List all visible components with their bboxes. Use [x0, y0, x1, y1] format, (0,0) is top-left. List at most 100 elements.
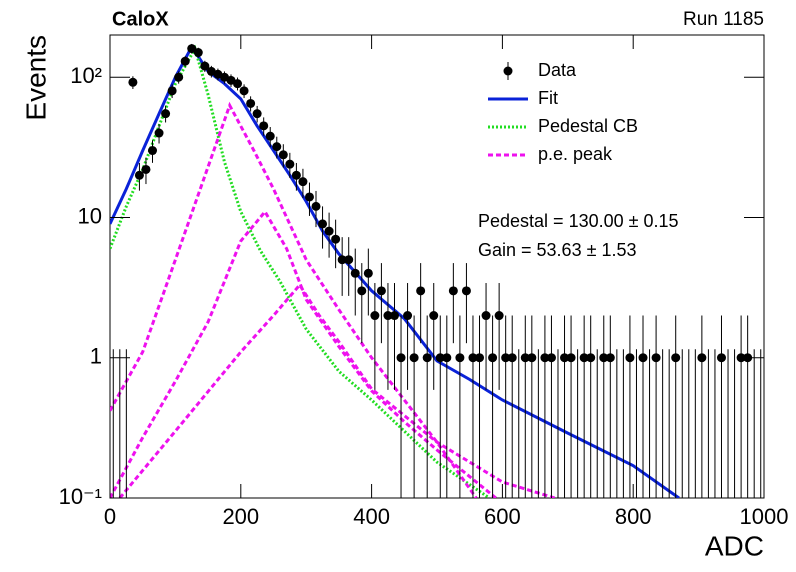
data-point: [252, 109, 262, 119]
y-tick-label: 1: [90, 344, 102, 369]
data-point: [507, 353, 517, 363]
data-point: [350, 268, 360, 278]
data-point: [128, 77, 138, 87]
data-point: [193, 48, 203, 58]
data-point: [481, 311, 491, 321]
x-tick-label: 1000: [740, 504, 789, 529]
data-point: [154, 128, 164, 138]
chart-subtitle: Run 1185: [683, 9, 764, 30]
annotation: Gain = 53.63 ± 1.53: [478, 240, 637, 260]
plot-frame: [109, 34, 765, 499]
data-point: [298, 177, 308, 187]
fit-curve: [118, 282, 556, 498]
y-tick-label: 10⁻¹: [59, 484, 102, 509]
data-point: [540, 353, 550, 363]
fit-curve: [110, 44, 491, 498]
data-point: [344, 255, 354, 265]
fit-curve: [110, 43, 680, 498]
data-point: [475, 353, 485, 363]
y-tick-label: 10²: [70, 63, 102, 88]
data-point: [304, 192, 314, 202]
data-point: [200, 61, 210, 71]
data-point: [370, 311, 380, 321]
data-point: [141, 164, 151, 174]
legend-label: Data: [538, 60, 577, 80]
data-point: [429, 311, 439, 321]
data-point: [324, 226, 334, 236]
data-point: [161, 109, 171, 119]
x-tick-label: 600: [484, 504, 521, 529]
data-point: [403, 311, 413, 321]
x-axis-label: ADC: [705, 530, 764, 561]
data-point: [180, 56, 190, 66]
data-point: [560, 353, 570, 363]
chart-title: CaloX: [112, 8, 169, 30]
data-point: [435, 353, 445, 363]
plot-area: [110, 43, 762, 498]
data-point: [318, 219, 328, 229]
y-tick-label: 10: [78, 203, 102, 228]
data-point: [187, 44, 197, 54]
x-tick-label: 0: [104, 504, 116, 529]
data-point: [422, 353, 432, 363]
data-point: [671, 353, 681, 363]
legend-symbol: [503, 66, 513, 76]
data-point: [605, 353, 615, 363]
data-point: [337, 255, 347, 265]
data-point: [246, 98, 256, 108]
data-point: [461, 286, 471, 296]
data-point: [586, 353, 596, 363]
data-point: [239, 86, 249, 96]
data-point: [272, 142, 282, 152]
data-point: [311, 201, 321, 211]
data-point: [363, 268, 373, 278]
data-point: [265, 131, 275, 141]
data-point: [148, 146, 158, 156]
legend-label: Pedestal CB: [538, 116, 638, 136]
x-tick-label: 400: [353, 504, 390, 529]
data-point: [134, 170, 144, 180]
data-point: [448, 286, 458, 296]
data-point: [409, 353, 419, 363]
annotation: Pedestal = 130.00 ± 0.15: [478, 211, 679, 231]
data-point: [291, 170, 301, 180]
data-point: [638, 353, 648, 363]
data-point: [376, 286, 386, 296]
legend-label: Fit: [538, 88, 558, 108]
data-point: [259, 121, 269, 131]
data-point: [716, 353, 726, 363]
data-point: [651, 353, 661, 363]
data-point: [174, 72, 184, 82]
fit-curve: [110, 209, 497, 498]
data-point: [625, 353, 635, 363]
data-point: [527, 353, 537, 363]
data-point: [233, 79, 243, 89]
data-point: [736, 353, 746, 363]
data-point: [697, 353, 707, 363]
legend-label: p.e. peak: [538, 144, 613, 164]
data-point: [396, 353, 406, 363]
data-point: [488, 353, 498, 363]
x-tick-label: 800: [615, 504, 652, 529]
data-point: [416, 286, 426, 296]
data-point: [468, 353, 478, 363]
data-point: [357, 286, 367, 296]
y-axis-label: Events: [20, 35, 51, 121]
data-point: [285, 159, 295, 169]
data-point: [442, 353, 452, 363]
data-point: [579, 353, 589, 363]
data-point: [383, 311, 393, 321]
data-point: [167, 86, 177, 96]
fit-curve: [110, 101, 478, 498]
data-point: [501, 353, 511, 363]
data-point: [494, 311, 504, 321]
data-point: [278, 150, 288, 160]
data-point: [566, 353, 576, 363]
data-point: [455, 353, 465, 363]
data-point: [520, 353, 530, 363]
x-tick-label: 200: [222, 504, 259, 529]
data-point: [389, 311, 399, 321]
data-point: [331, 234, 341, 244]
data-point: [599, 353, 609, 363]
